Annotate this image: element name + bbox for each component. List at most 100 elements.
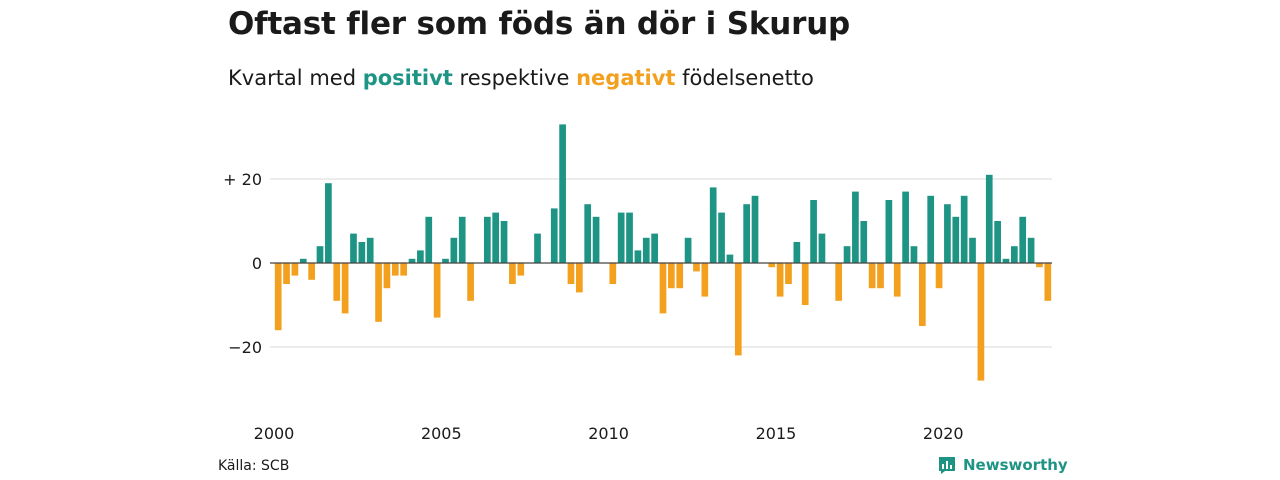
- bar-positive: [818, 233, 826, 263]
- bar-negative: [693, 263, 700, 272]
- bar-positive: [626, 212, 633, 263]
- bar-negative: [776, 263, 784, 297]
- bar-negative: [835, 263, 843, 301]
- subtitle-positive: positivt: [362, 66, 453, 90]
- bar-negative: [676, 263, 684, 289]
- bar-negative: [768, 263, 776, 268]
- bar-positive: [793, 242, 801, 263]
- bar-positive: [969, 237, 976, 263]
- axis-labels: + 20 0 −20 2000 2005 2010 2015 2020: [223, 170, 963, 443]
- chart-subtitle: Kvartal med positivt respektive negativt…: [228, 66, 814, 90]
- bar-positive: [927, 195, 935, 263]
- bar-positive: [751, 195, 759, 263]
- bar-positive: [952, 216, 960, 263]
- bar-positive: [910, 246, 918, 263]
- bar-positive: [299, 258, 307, 263]
- bar-positive: [985, 174, 993, 263]
- bar-positive: [559, 124, 566, 264]
- bar-negative: [893, 263, 901, 297]
- bar-negative: [308, 263, 315, 280]
- bar-positive: [902, 191, 909, 263]
- bar-positive: [584, 204, 592, 263]
- bar-negative: [918, 263, 926, 326]
- bar-positive: [366, 237, 374, 263]
- bar-negative: [274, 263, 282, 331]
- bar-negative: [801, 263, 809, 305]
- bar-negative: [609, 263, 617, 284]
- bar-negative: [877, 263, 884, 289]
- bar-negative: [659, 263, 667, 314]
- y-tick-label: −20: [228, 338, 262, 357]
- subtitle-mid: respektive: [459, 66, 570, 90]
- bar-positive: [994, 221, 1001, 263]
- newsworthy-logo-icon: [939, 457, 955, 474]
- subtitle-negative: negativt: [576, 66, 676, 90]
- bar-positive: [483, 216, 491, 263]
- bar-positive: [534, 233, 541, 263]
- bar-negative: [576, 263, 583, 293]
- bar-positive: [316, 246, 324, 263]
- bar-negative: [668, 263, 675, 289]
- bar-positive: [550, 208, 558, 263]
- bar-negative: [375, 263, 382, 322]
- bar-positive: [718, 212, 725, 263]
- bar-positive: [885, 200, 893, 263]
- bar-positive: [592, 216, 600, 263]
- bar-positive: [408, 258, 416, 263]
- bar-positive: [425, 216, 433, 263]
- bar-positive: [944, 204, 951, 263]
- bar-positive: [1002, 258, 1010, 263]
- x-tick-label: 2010: [588, 424, 629, 443]
- bar-positive: [442, 258, 449, 263]
- x-tick-label: 2005: [421, 424, 462, 443]
- bar-positive: [417, 250, 424, 263]
- bar-negative: [283, 263, 290, 284]
- bar-negative: [509, 263, 516, 284]
- subtitle-post: födelsenetto: [682, 66, 814, 90]
- bar-negative: [517, 263, 525, 276]
- newsworthy-logo: Newsworthy: [937, 455, 1068, 475]
- bar-positive: [325, 183, 332, 263]
- bar-negative: [935, 263, 943, 289]
- bar-positive: [350, 233, 357, 263]
- bar-positive: [1019, 216, 1027, 263]
- bar-positive: [358, 242, 366, 263]
- x-tick-label: 2000: [254, 424, 295, 443]
- bar-negative: [291, 263, 299, 276]
- subtitle-pre: Kvartal med: [228, 66, 357, 90]
- grid-lines: [270, 178, 1052, 348]
- bar-positive: [492, 212, 500, 263]
- bar-positive: [1027, 237, 1035, 263]
- bar-negative: [785, 263, 792, 284]
- chart-title: Oftast fler som föds än dör i Skurup: [228, 6, 851, 42]
- bar-negative: [467, 263, 474, 301]
- bar-positive: [617, 212, 625, 263]
- y-tick-label: + 20: [223, 170, 262, 189]
- bar-positive: [860, 221, 868, 263]
- bar-negative: [433, 263, 441, 318]
- bar-negative: [333, 263, 341, 301]
- x-tick-label: 2015: [756, 424, 797, 443]
- bar-positive: [843, 246, 851, 263]
- bar-negative: [400, 263, 408, 276]
- bar-positive: [960, 195, 968, 263]
- bar-positive: [450, 237, 458, 263]
- bar-negative: [567, 263, 575, 284]
- bars: [274, 124, 1052, 381]
- y-tick-label: 0: [252, 254, 262, 273]
- source-note: Källa: SCB: [218, 458, 290, 474]
- bar-positive: [651, 233, 658, 263]
- bar-positive: [500, 221, 508, 263]
- bar-positive: [852, 191, 859, 263]
- bar-negative: [383, 263, 391, 289]
- bar-positive: [810, 200, 817, 263]
- x-tick-label: 2020: [923, 424, 964, 443]
- bar-negative: [391, 263, 399, 276]
- bar-negative: [868, 263, 876, 289]
- bar-negative: [1044, 263, 1052, 301]
- bar-negative: [734, 263, 742, 356]
- newsworthy-logo-text: Newsworthy: [963, 456, 1068, 474]
- bar-positive: [726, 254, 734, 263]
- bar-positive: [642, 237, 650, 263]
